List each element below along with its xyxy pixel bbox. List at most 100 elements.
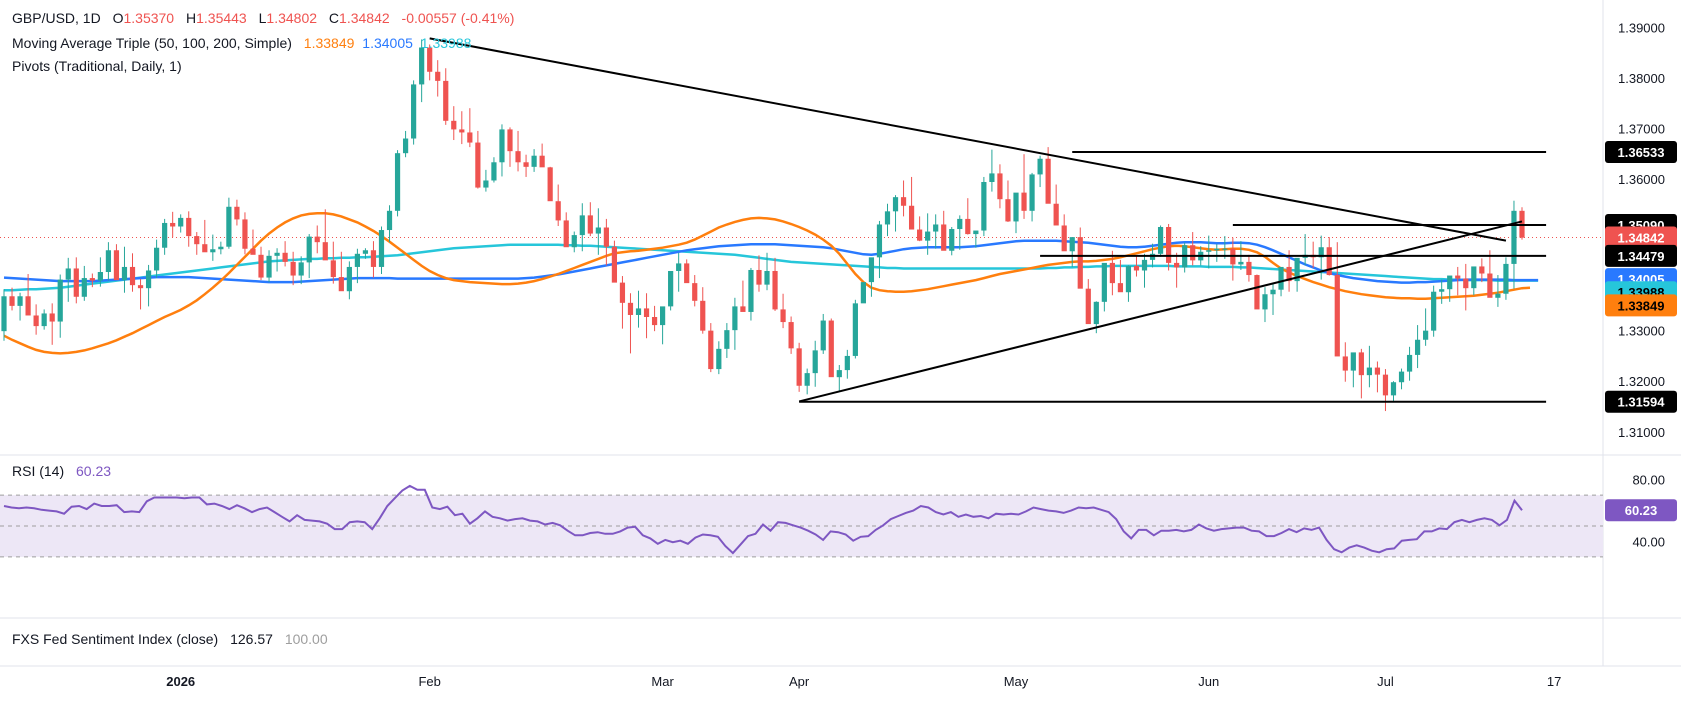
candle — [1294, 257, 1300, 292]
candle — [89, 273, 95, 288]
candle-body — [1366, 367, 1372, 376]
candle — [523, 154, 529, 177]
candle-body — [378, 230, 385, 267]
price-badge-label: 1.34479 — [1618, 249, 1665, 264]
candle — [137, 279, 144, 310]
candle-body — [451, 120, 457, 130]
candle-body — [515, 151, 521, 163]
candle-body — [684, 263, 690, 284]
candle — [1, 289, 7, 341]
candle-body — [1414, 339, 1421, 355]
candle — [65, 257, 71, 302]
ma-title: Moving Average Triple (50, 100, 200, Sim… — [12, 35, 292, 51]
price-tick-label: 1.37000 — [1618, 121, 1665, 136]
candle — [362, 248, 369, 259]
sentiment-value: 126.57 — [230, 631, 273, 647]
candle-body — [57, 279, 63, 322]
candle — [933, 214, 939, 249]
candle — [451, 106, 457, 141]
candle-body — [772, 270, 778, 310]
price-badge-label: 1.33849 — [1618, 298, 1665, 313]
candle — [1101, 262, 1107, 312]
candle — [218, 241, 224, 255]
candle-body — [1374, 367, 1381, 375]
candle-body — [1157, 227, 1164, 254]
candle — [394, 150, 401, 217]
candle — [145, 264, 152, 307]
candle — [386, 205, 393, 243]
candle — [113, 244, 120, 281]
candle-body — [137, 285, 144, 289]
candle — [660, 306, 666, 345]
price-tick-label: 1.32000 — [1618, 374, 1665, 389]
candle-body — [587, 215, 593, 234]
candle-body — [1423, 330, 1429, 340]
candle — [836, 365, 842, 391]
candle — [354, 248, 360, 284]
candle — [780, 293, 786, 329]
candle-body — [989, 173, 995, 182]
candle-body — [33, 315, 39, 327]
candle-body — [780, 309, 786, 323]
candle — [635, 290, 642, 328]
candle — [515, 130, 521, 172]
candle — [25, 274, 31, 316]
candle-body — [884, 211, 891, 225]
sentiment-title: FXS Fed Sentiment Index (close) — [12, 631, 219, 647]
time-axis-label: Jul — [1377, 674, 1394, 689]
candle — [274, 248, 280, 272]
candle — [186, 211, 192, 247]
candle-body — [1254, 275, 1260, 310]
candle — [266, 250, 272, 283]
candle-body — [1029, 174, 1035, 211]
candle-body — [740, 306, 746, 312]
candle — [1463, 263, 1469, 311]
candle — [1471, 266, 1477, 296]
candle-body — [1101, 262, 1107, 302]
candle — [651, 305, 658, 332]
candle-body — [820, 320, 826, 351]
candle-body — [97, 272, 103, 281]
time-axis-label: 17 — [1547, 674, 1561, 689]
ma100-line — [3, 239, 1539, 284]
candle — [322, 209, 328, 261]
price-tick-label: 1.36000 — [1618, 172, 1665, 187]
candle — [1310, 241, 1316, 268]
candle — [908, 176, 915, 230]
candle — [716, 341, 722, 375]
candle — [435, 60, 441, 97]
candle-body — [571, 235, 577, 248]
candle — [105, 242, 112, 281]
price-tick-label: 1.38000 — [1618, 71, 1665, 86]
candle-body — [145, 270, 152, 289]
candle — [330, 241, 336, 284]
candle-body — [306, 236, 312, 263]
candle — [178, 214, 184, 233]
candle — [587, 202, 593, 237]
candle-body — [282, 252, 288, 262]
candle — [81, 265, 87, 301]
candle-body — [129, 266, 136, 286]
candle-body — [1495, 293, 1501, 298]
candle-body — [1246, 261, 1252, 276]
candle-body — [1270, 289, 1276, 295]
candle-body — [1447, 275, 1453, 290]
candle-body — [1117, 283, 1124, 293]
candle — [234, 199, 240, 226]
candle — [314, 225, 320, 254]
candle-body — [507, 129, 513, 152]
candle-body — [1262, 294, 1268, 310]
candle — [1270, 283, 1276, 315]
candle — [9, 287, 15, 311]
candle-body — [1005, 199, 1011, 222]
candle-body — [346, 266, 352, 292]
candle — [1254, 274, 1260, 310]
candle-body — [660, 306, 666, 326]
candle-body — [226, 206, 232, 247]
candle-body — [900, 197, 907, 206]
candle-body — [210, 249, 216, 253]
candle — [884, 203, 891, 237]
candle-body — [202, 244, 208, 253]
price-badge-label: 1.36533 — [1618, 145, 1665, 160]
